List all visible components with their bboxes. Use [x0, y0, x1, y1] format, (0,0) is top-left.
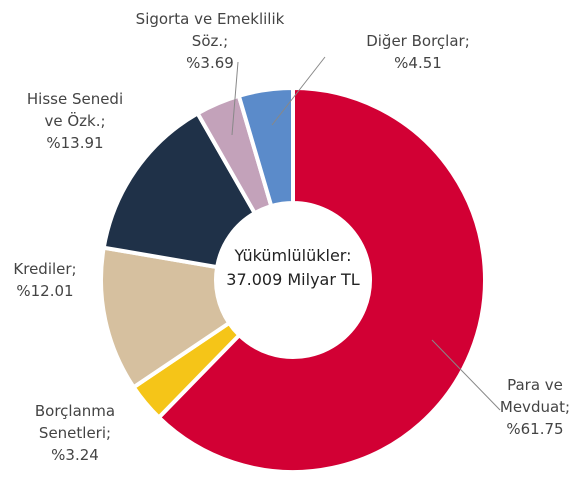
- center-label: Yükümlülükler:: [234, 246, 352, 265]
- category-label: Para ve Mevduat;: [499, 376, 571, 416]
- slice: [101, 110, 258, 270]
- center-label: 37.009 Milyar TL: [226, 270, 360, 289]
- value-label: %3.24: [51, 446, 99, 464]
- value-label: %61.75: [506, 420, 564, 438]
- slice-label: Krediler; %12.01: [0, 258, 90, 302]
- slice-label: Para ve Mevduat; %61.75: [493, 374, 574, 440]
- leader-line: [231, 61, 239, 136]
- category-label: Borçlanma Senetleri;: [34, 402, 116, 442]
- slice-label: Diğer Borçlar; %4.51: [353, 30, 483, 74]
- category-label: Krediler;: [13, 260, 77, 278]
- slice: [236, 85, 295, 209]
- leader-line: [431, 339, 501, 411]
- slice: [156, 85, 487, 474]
- category-label: Diğer Borçlar;: [366, 32, 470, 50]
- value-label: %13.91: [46, 134, 104, 152]
- slice-label: Borçlanma Senetleri; %3.24: [29, 400, 121, 466]
- leader-line: [271, 56, 326, 126]
- category-label: Sigorta ve Emeklilik Söz.;: [135, 10, 285, 50]
- value-label: %3.69: [186, 54, 234, 72]
- value-label: %4.51: [394, 54, 442, 72]
- category-label: Hisse Senedi ve Özk.;: [26, 90, 124, 130]
- value-label: %12.01: [16, 282, 74, 300]
- slice-label: Hisse Senedi ve Özk.; %13.91: [25, 88, 125, 154]
- slice-label: Sigorta ve Emeklilik Söz.; %3.69: [126, 8, 294, 74]
